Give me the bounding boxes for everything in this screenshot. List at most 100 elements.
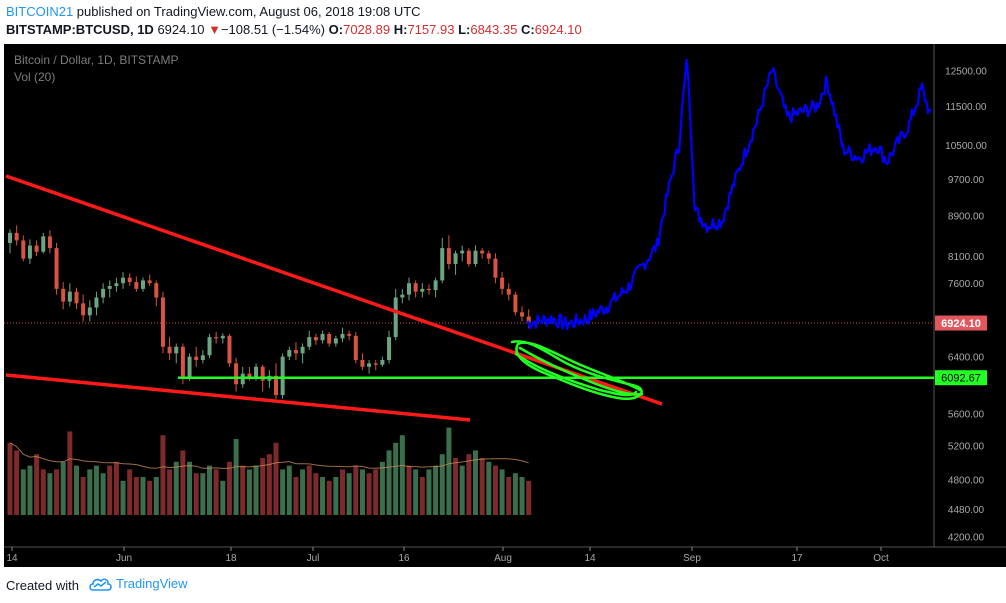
volume-bar	[193, 473, 199, 515]
volume-bar	[426, 469, 432, 515]
candle-body	[380, 360, 385, 365]
price-tick-label: 5600.00	[948, 410, 985, 421]
volume-bar	[473, 450, 478, 515]
volume-bar	[120, 480, 126, 515]
candle-body	[207, 337, 212, 356]
candle-body	[240, 373, 245, 385]
lower-trendline[interactable]	[5, 373, 471, 422]
price-tick-label: 4480.00	[948, 505, 985, 516]
volume-bar	[167, 469, 173, 515]
volume-bar	[20, 469, 26, 515]
candle-body	[160, 297, 165, 347]
volume-bar	[54, 469, 60, 515]
high-label: H:	[393, 22, 408, 37]
volume-bar	[326, 480, 332, 515]
time-tick-label: 14	[6, 553, 18, 564]
volume-bar	[180, 450, 186, 515]
volume-bar	[253, 465, 259, 515]
candle-body	[54, 248, 59, 289]
candle-body	[340, 333, 345, 339]
volume-bar	[153, 477, 159, 515]
price-chart[interactable]: Bitcoin / Dollar, 1D, BITSTAMP Vol (20) …	[0, 42, 1006, 567]
hand-drawn-scribble	[510, 340, 644, 401]
candle-body	[147, 280, 152, 284]
candle-body	[200, 355, 205, 361]
volume-bar	[240, 465, 246, 515]
candle-body	[127, 277, 132, 283]
volume-bar	[419, 477, 425, 515]
volume-bar	[93, 465, 99, 515]
volume-bar	[386, 450, 392, 515]
volume-bar	[34, 454, 40, 515]
candle-body	[493, 258, 498, 278]
candle-body	[247, 373, 252, 378]
volume-bar	[60, 461, 66, 515]
author-link[interactable]: BITCOIN21	[6, 4, 74, 19]
price-tick-label: 12500.00	[945, 67, 987, 78]
candle-body	[8, 232, 12, 243]
volume-bar	[466, 454, 472, 515]
candle-body	[413, 283, 418, 292]
chart-title: Bitcoin / Dollar, 1D, BITSTAMP	[14, 53, 179, 67]
candle-body	[87, 307, 92, 316]
price-tick-label: 10500.00	[945, 141, 987, 152]
volume-bar	[226, 461, 232, 515]
volume-bar	[399, 435, 405, 515]
candle-body	[220, 335, 225, 339]
volume-bar	[439, 454, 445, 515]
candle-body	[526, 316, 531, 324]
support-price-marker	[935, 370, 987, 386]
volume-bar	[233, 439, 239, 515]
candle-body	[194, 356, 199, 361]
volume-bar	[512, 473, 518, 515]
candle-body	[134, 282, 139, 289]
candle-body	[227, 335, 232, 364]
candle-body	[460, 250, 465, 254]
time-tick-label: Sep	[683, 553, 701, 564]
volume-bar	[446, 427, 452, 515]
candle-body	[347, 333, 352, 336]
volume-bar	[413, 469, 419, 515]
candle-body	[360, 360, 365, 367]
change-down-icon: ▼	[208, 22, 221, 37]
candle-body	[486, 253, 491, 259]
chart-area[interactable]: Bitcoin / Dollar, 1D, BITSTAMP Vol (20) …	[0, 42, 1006, 567]
candle-body	[313, 337, 318, 341]
candle-body	[94, 297, 99, 308]
candle-body	[74, 291, 79, 304]
last-price-marker-label: 6924.10	[941, 318, 981, 330]
candle-body	[400, 294, 405, 298]
candle-body	[500, 277, 505, 289]
candle-body	[260, 366, 265, 381]
price-axis[interactable]	[934, 44, 1006, 547]
candle-body	[506, 288, 511, 295]
candle-body	[520, 312, 525, 317]
volume-bar	[100, 473, 106, 515]
tradingview-brand-link[interactable]: TradingView	[88, 576, 188, 591]
candle-body	[307, 337, 312, 347]
price-tick-label: 6400.00	[948, 353, 985, 364]
time-axis[interactable]	[4, 547, 1006, 567]
volume-bar	[147, 480, 153, 515]
volume-bar	[506, 477, 512, 515]
volume-bar	[280, 469, 286, 515]
time-tick-label: 17	[791, 553, 803, 564]
candle-body	[480, 250, 485, 254]
volume-bar	[173, 461, 179, 515]
candle-body	[167, 346, 172, 354]
candle-body	[367, 363, 372, 367]
volume-bar	[260, 458, 266, 515]
time-tick-label: Oct	[873, 553, 889, 564]
candle-body	[141, 280, 145, 289]
volume-bar	[207, 465, 212, 515]
volume-bar	[479, 458, 485, 515]
volume-bar	[433, 465, 439, 515]
volume-bar	[107, 465, 113, 515]
time-tick-label: Jul	[307, 553, 320, 564]
volume-bar	[27, 465, 33, 515]
chart-header: BITCOIN21 published on TradingView.com, …	[0, 0, 1006, 42]
candle-body	[154, 283, 159, 298]
candle-body	[27, 245, 32, 259]
close-value: 6924.10	[534, 22, 582, 37]
volume-bar	[160, 435, 166, 515]
